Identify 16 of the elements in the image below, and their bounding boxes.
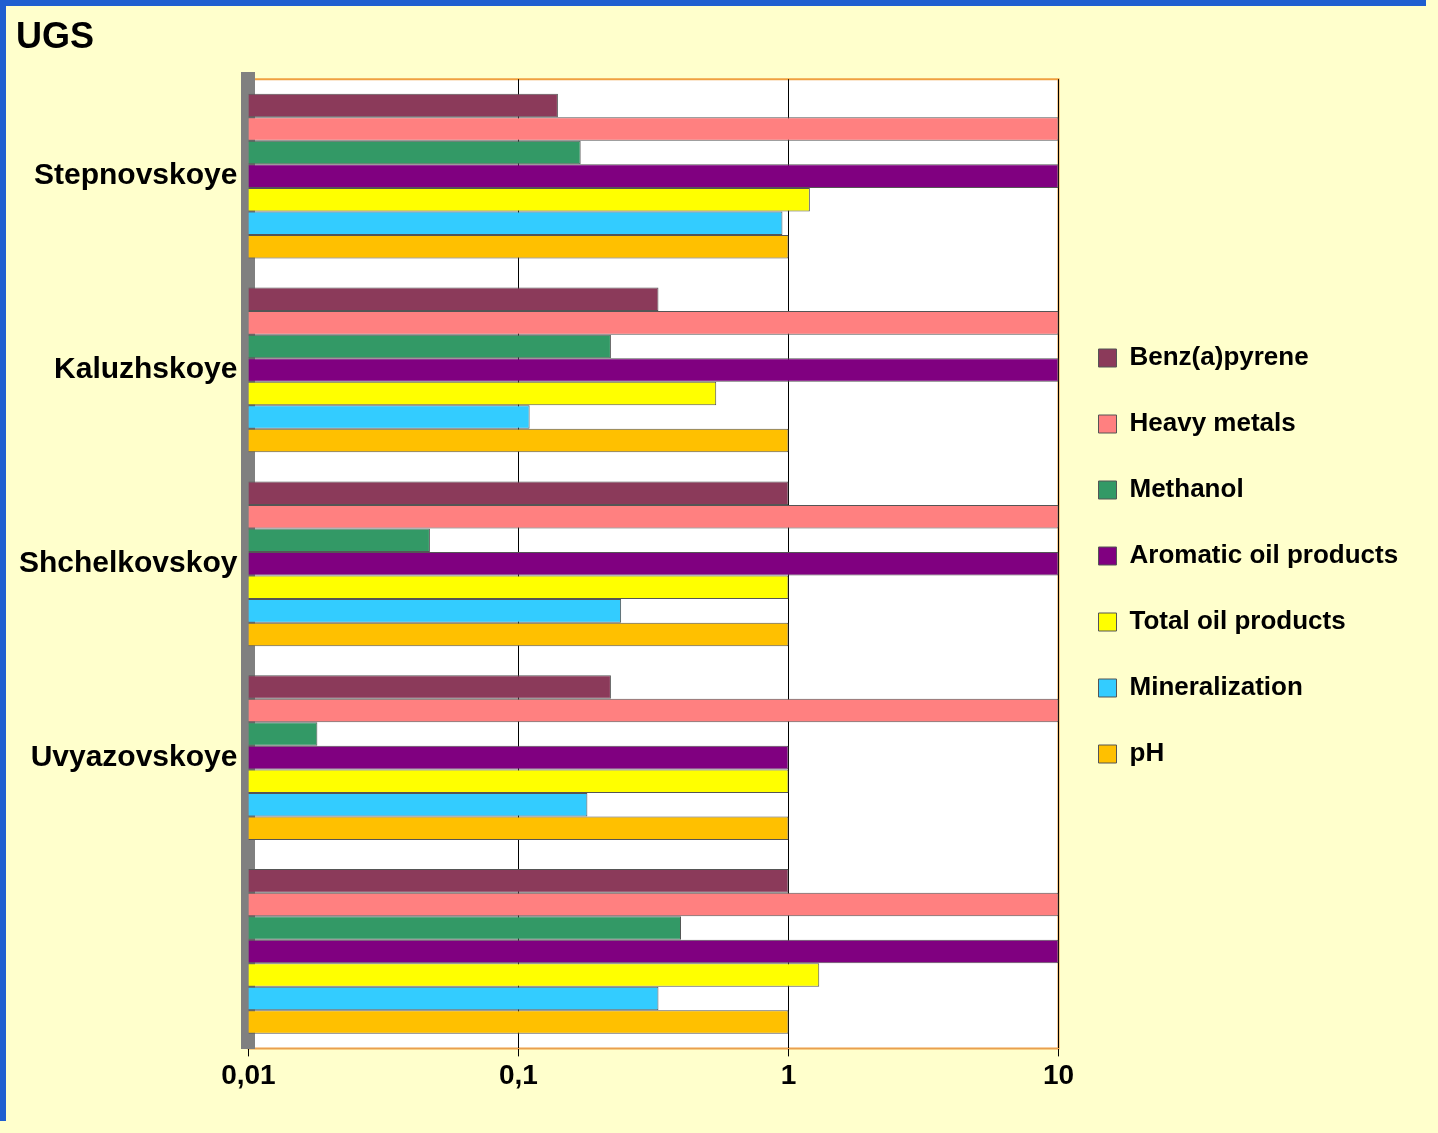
x-tick-label: 0,01	[221, 1058, 276, 1090]
x-tick-label: 10	[1042, 1058, 1075, 1090]
legend-label: pH	[1129, 737, 1165, 768]
y-tick-label: Shchelkovskoy	[19, 545, 238, 579]
x-tick-label: 0,1	[498, 1058, 538, 1090]
chart-title: UGS	[16, 14, 95, 56]
x-tick-label: 1	[780, 1058, 797, 1090]
legend-label: Aromatic oil products	[1129, 539, 1399, 570]
y-tick-label: Stepnovskoye	[34, 157, 238, 191]
y-tick-label: Kaluzhskoye	[54, 351, 238, 385]
legend-label: Heavy metals	[1129, 407, 1296, 438]
legend-label: Total oil products	[1129, 605, 1346, 636]
legend-label: Methanol	[1129, 473, 1244, 504]
y-tick-label: Uvyazovskoye	[30, 738, 238, 772]
legend-label: Mineralization	[1129, 671, 1303, 702]
legend-label: Benz(a)pyrene	[1129, 341, 1309, 372]
